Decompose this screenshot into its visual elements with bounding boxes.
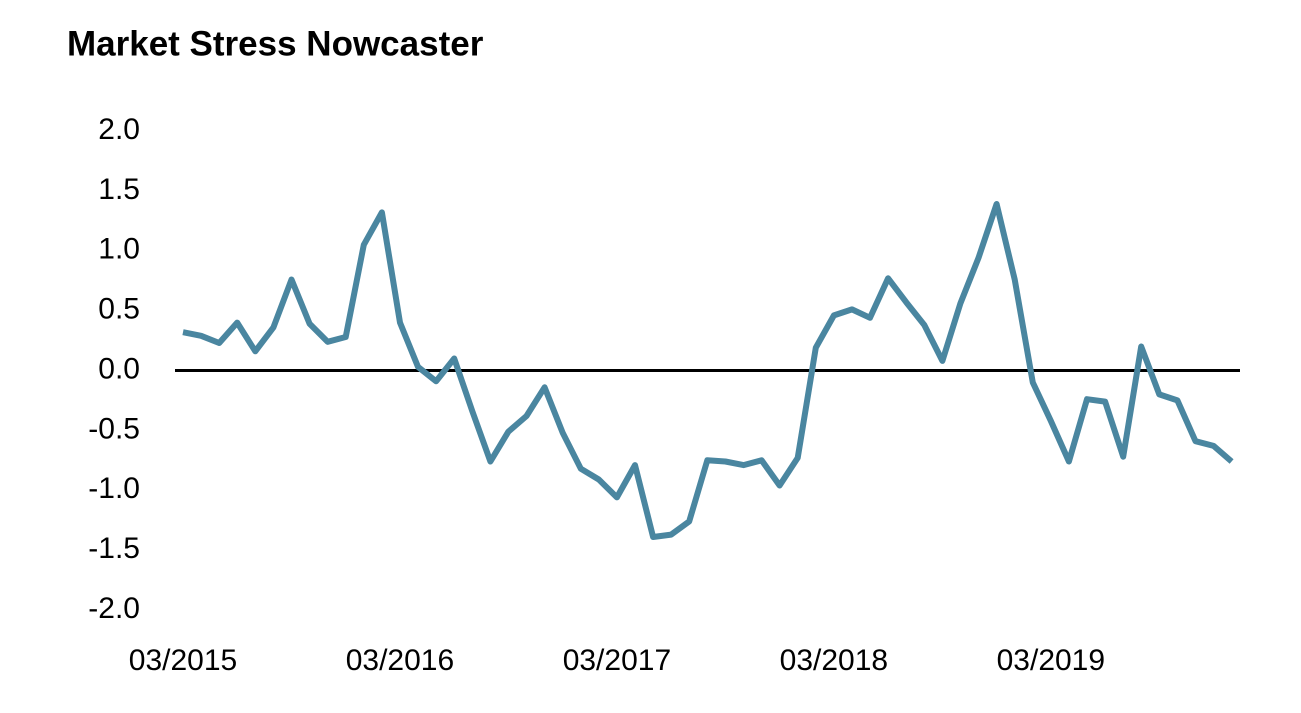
y-tick-label: 0.5 — [98, 293, 140, 326]
y-tick-label: -1.5 — [88, 532, 140, 565]
x-tick-label: 03/2015 — [129, 644, 237, 677]
x-tick-label: 03/2016 — [346, 644, 454, 677]
y-tick-label: -2.0 — [88, 592, 140, 625]
y-tick-label: -0.5 — [88, 412, 140, 445]
y-tick-label: 1.5 — [98, 173, 140, 206]
x-tick-label: 03/2017 — [563, 644, 671, 677]
y-tick-label: -1.0 — [88, 472, 140, 505]
chart-title: Market Stress Nowcaster — [67, 24, 484, 63]
line-series — [182, 201, 1234, 540]
y-tick-label: 0.0 — [98, 352, 140, 385]
x-tick-label: 03/2019 — [997, 644, 1105, 677]
x-tick-label: 03/2018 — [780, 644, 888, 677]
y-tick-label: 2.0 — [98, 113, 140, 146]
y-tick-label: 1.0 — [98, 233, 140, 266]
